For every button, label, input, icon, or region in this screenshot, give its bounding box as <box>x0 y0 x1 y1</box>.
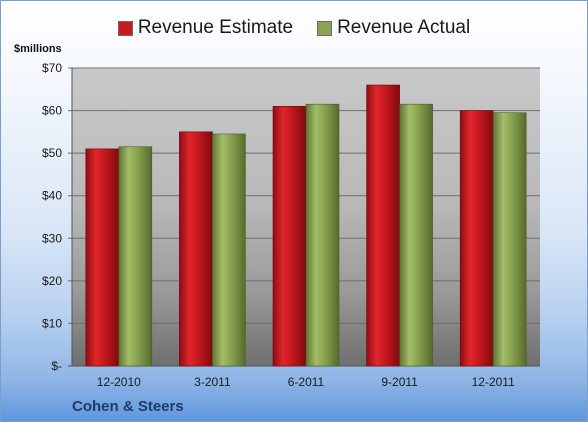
y-tick-label: $- <box>51 359 62 373</box>
bar-revenue-estimate <box>366 84 400 367</box>
y-tick-label: $60 <box>42 104 62 118</box>
y-tick-label: $30 <box>42 231 62 245</box>
y-tick-label: $20 <box>42 274 62 288</box>
y-tick-label: $70 <box>42 61 62 75</box>
bar-revenue-actual <box>212 133 246 367</box>
x-tick-label: 3-2011 <box>194 375 231 389</box>
legend-item-actual: Revenue Actual <box>317 17 470 39</box>
company-name: Cohen & Steers <box>72 398 184 415</box>
y-tick-label: $40 <box>42 189 62 203</box>
bar-revenue-actual <box>305 103 340 367</box>
bar-revenue-estimate <box>85 148 120 367</box>
legend-label-actual: Revenue Actual <box>337 17 471 38</box>
x-tick-label: 9-2011 <box>381 375 418 389</box>
legend-swatch-estimate <box>117 20 133 36</box>
bar-revenue-estimate <box>459 110 494 367</box>
bar-revenue-actual <box>399 103 433 367</box>
legend-label-estimate: Revenue Estimate <box>137 17 294 38</box>
bar-revenue-actual <box>118 146 153 367</box>
bar-revenue-actual <box>492 112 527 367</box>
chart-legend: Revenue Estimate Revenue Actual <box>0 14 588 42</box>
legend-swatch-actual <box>317 20 333 36</box>
bar-revenue-estimate <box>179 131 213 367</box>
bar-revenue-estimate <box>272 106 307 367</box>
y-axis-label: $millions <box>14 43 62 55</box>
x-tick-label: 12-2010 <box>97 375 141 389</box>
x-tick-label: 12-2011 <box>472 375 515 389</box>
y-tick-label: $50 <box>42 146 62 160</box>
x-tick-label: 6-2011 <box>288 375 325 389</box>
legend-item-estimate: Revenue Estimate <box>117 17 294 39</box>
y-tick-label: $10 <box>42 316 62 330</box>
